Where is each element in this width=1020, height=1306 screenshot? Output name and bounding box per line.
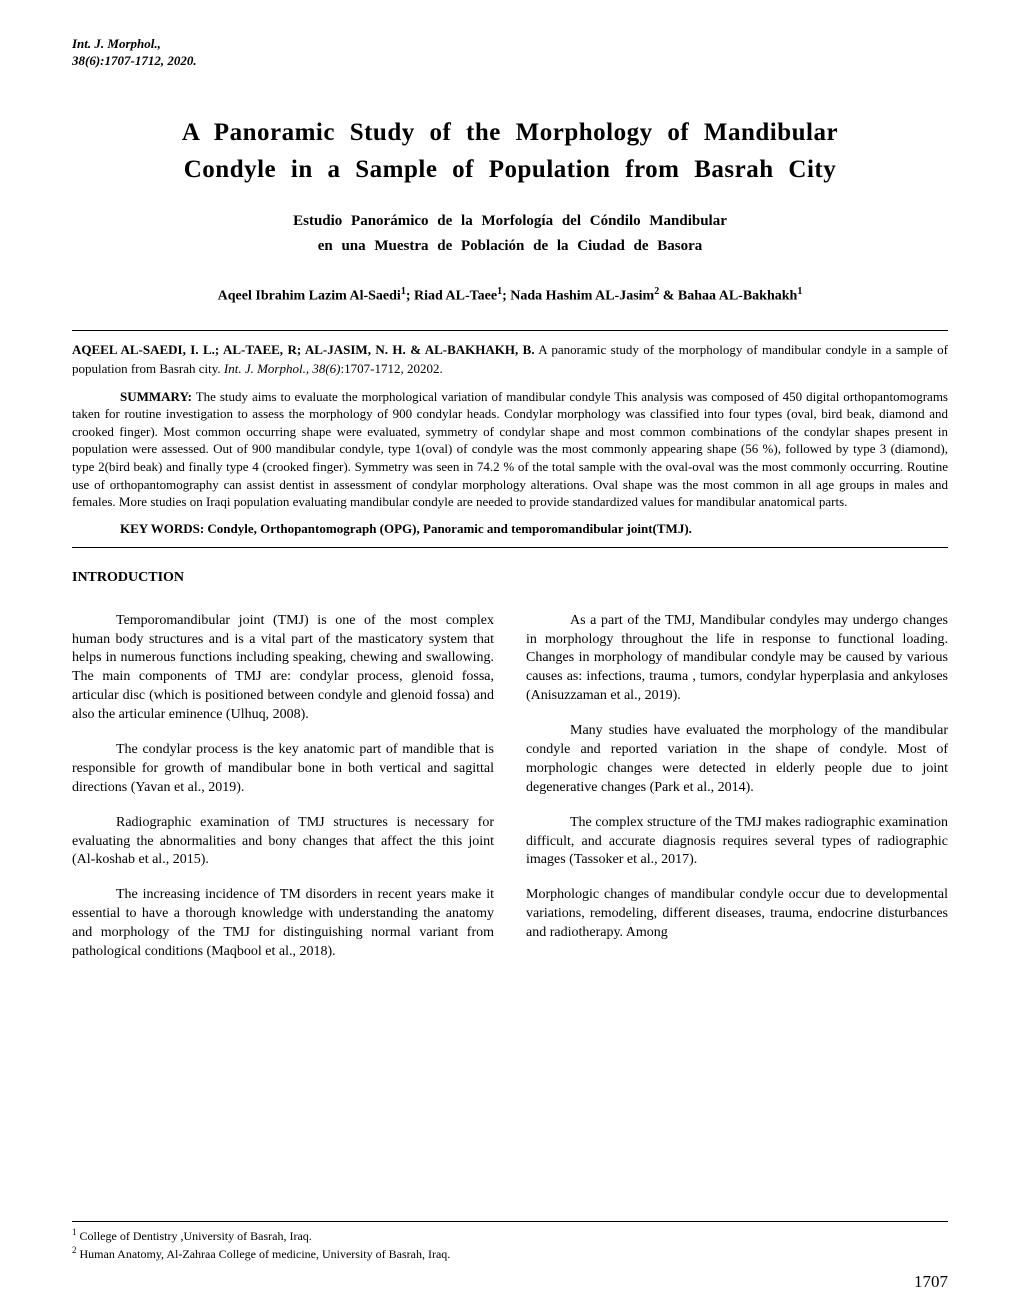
article-title: A Panoramic Study of the Morphology of M… (72, 114, 948, 189)
author-2: Riad AL-Taee (414, 288, 497, 303)
title-line-2: Condyle in a Sample of Population from B… (184, 156, 836, 183)
citation-pages: :1707-1712, 20202. (341, 361, 443, 376)
intro-para-6: Many studies have evaluated the morpholo… (526, 722, 948, 798)
journal-name: Int. J. Morphol., (72, 36, 948, 53)
divider-top (72, 330, 948, 331)
intro-para-3: Radiographic examination of TMJ structur… (72, 814, 494, 871)
author-1: Aqeel Ibrahim Lazim Al-Saedi (218, 288, 401, 303)
author-sep-1: ; (406, 288, 414, 303)
summary-label: SUMMARY: (120, 389, 192, 404)
intro-para-4: The increasing incidence of TM disorders… (72, 886, 494, 962)
column-left: Temporomandibular joint (TMJ) is one of … (72, 612, 494, 978)
summary-text: The study aims to evaluate the morpholog… (72, 389, 948, 509)
page: Int. J. Morphol., 38(6):1707-1712, 2020.… (0, 0, 1020, 1306)
author-4: Bahaa AL-Bakhakh (678, 288, 797, 303)
author-sep-3: & (659, 288, 678, 303)
footnotes: 1 College of Dentistry ,University of Ba… (72, 1221, 948, 1262)
page-number: 1707 (914, 1272, 948, 1292)
author-4-aff: 1 (797, 286, 802, 297)
authors-line: Aqeel Ibrahim Lazim Al-Saedi 1; Riad AL-T… (72, 286, 948, 305)
journal-volume: 38(6):1707-1712, 2020. (72, 53, 948, 70)
citation-authors: AQEEL AL-SAEDI, I. L.; AL-TAEE, R; AL-JA… (72, 342, 535, 357)
footnote-1: 1 College of Dentistry ,University of Ba… (72, 1226, 948, 1244)
summary-block: SUMMARY: The study aims to evaluate the … (72, 388, 948, 511)
intro-para-7: The complex structure of the TMJ makes r… (526, 814, 948, 871)
article-subtitle: Estudio Panorámico de la Morfología del … (72, 209, 948, 260)
title-line-1: A Panoramic Study of the Morphology of M… (182, 119, 838, 146)
citation-journal: Int. J. Morphol., 38(6) (224, 361, 341, 376)
section-introduction: INTRODUCTION (72, 570, 948, 586)
intro-para-2: The condylar process is the key anatomic… (72, 741, 494, 798)
body-columns: Temporomandibular joint (TMJ) is one of … (72, 612, 948, 978)
subtitle-line-1: Estudio Panorámico de la Morfología del … (293, 213, 727, 229)
footnote-2: 2 Human Anatomy, Al-Zahraa College of me… (72, 1244, 948, 1262)
journal-header: Int. J. Morphol., 38(6):1707-1712, 2020. (72, 36, 948, 70)
keywords-label: KEY WORDS: (120, 521, 207, 536)
citation-block: AQEEL AL-SAEDI, I. L.; AL-TAEE, R; AL-JA… (72, 341, 948, 377)
column-right: As a part of the TMJ, Mandibular condyle… (526, 612, 948, 978)
keywords-line: KEY WORDS: Condyle, Orthopantomograph (O… (120, 521, 948, 537)
summary-indent (72, 389, 120, 404)
footnote-2-text: Human Anatomy, Al-Zahraa College of medi… (77, 1247, 451, 1261)
keywords-text: Condyle, Orthopantomograph (OPG), Panora… (207, 521, 692, 536)
intro-para-1: Temporomandibular joint (TMJ) is one of … (72, 612, 494, 725)
divider-bottom (72, 547, 948, 548)
intro-para-8: Morphologic changes of mandibular condyl… (526, 886, 948, 943)
title-block: A Panoramic Study of the Morphology of M… (72, 114, 948, 305)
author-3: Nada Hashim AL-Jasim (510, 288, 654, 303)
footnote-1-text: College of Dentistry ,University of Basr… (77, 1229, 312, 1243)
subtitle-line-2: en una Muestra de Población de la Ciudad… (318, 238, 703, 254)
intro-para-5: As a part of the TMJ, Mandibular condyle… (526, 612, 948, 706)
